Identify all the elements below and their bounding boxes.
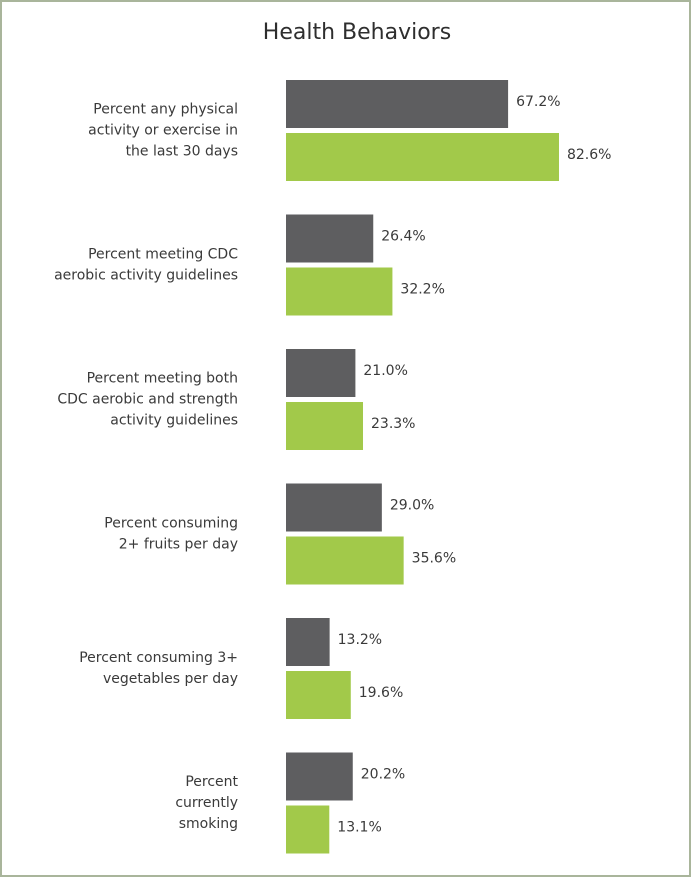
category-label: Percent any physical bbox=[93, 102, 238, 118]
bar bbox=[286, 80, 509, 128]
bar bbox=[286, 536, 404, 585]
category-label: Percent bbox=[185, 774, 238, 790]
value-label: 29.0% bbox=[390, 498, 434, 514]
bar bbox=[286, 671, 351, 719]
category-label: currently bbox=[175, 795, 238, 811]
category-label: the last 30 days bbox=[126, 144, 238, 160]
value-label: 20.2% bbox=[361, 767, 405, 783]
category-label: Percent consuming 3+ bbox=[79, 650, 238, 666]
value-label: 19.6% bbox=[359, 685, 403, 701]
value-label: 21.0% bbox=[363, 363, 407, 379]
bar bbox=[286, 483, 382, 532]
bar bbox=[286, 752, 353, 801]
bar bbox=[286, 402, 364, 450]
bar bbox=[286, 618, 330, 666]
category-label: Percent meeting CDC bbox=[88, 247, 238, 263]
category-label: vegetables per day bbox=[103, 671, 238, 687]
value-label: 32.2% bbox=[400, 282, 444, 298]
value-label: 23.3% bbox=[371, 416, 415, 432]
value-label: 13.1% bbox=[337, 820, 381, 836]
value-label: 35.6% bbox=[412, 551, 456, 567]
bar bbox=[286, 214, 374, 263]
category-label: Percent consuming bbox=[104, 516, 238, 532]
value-label: 67.2% bbox=[516, 94, 560, 110]
value-label: 82.6% bbox=[567, 147, 611, 163]
category-label: CDC aerobic and strength bbox=[57, 392, 238, 408]
category-label: Percent meeting both bbox=[87, 371, 238, 387]
category-label: smoking bbox=[179, 816, 238, 832]
bar bbox=[286, 267, 393, 316]
bar bbox=[286, 133, 559, 181]
category-label: 2+ fruits per day bbox=[119, 537, 238, 553]
bar bbox=[286, 349, 356, 397]
value-label: 26.4% bbox=[381, 229, 425, 245]
category-label: activity or exercise in bbox=[88, 123, 238, 139]
value-label: 13.2% bbox=[338, 632, 382, 648]
category-label: aerobic activity guidelines bbox=[54, 268, 238, 284]
chart-title: Health Behaviors bbox=[263, 20, 451, 45]
category-label: activity guidelines bbox=[110, 413, 238, 429]
bar bbox=[286, 805, 330, 854]
